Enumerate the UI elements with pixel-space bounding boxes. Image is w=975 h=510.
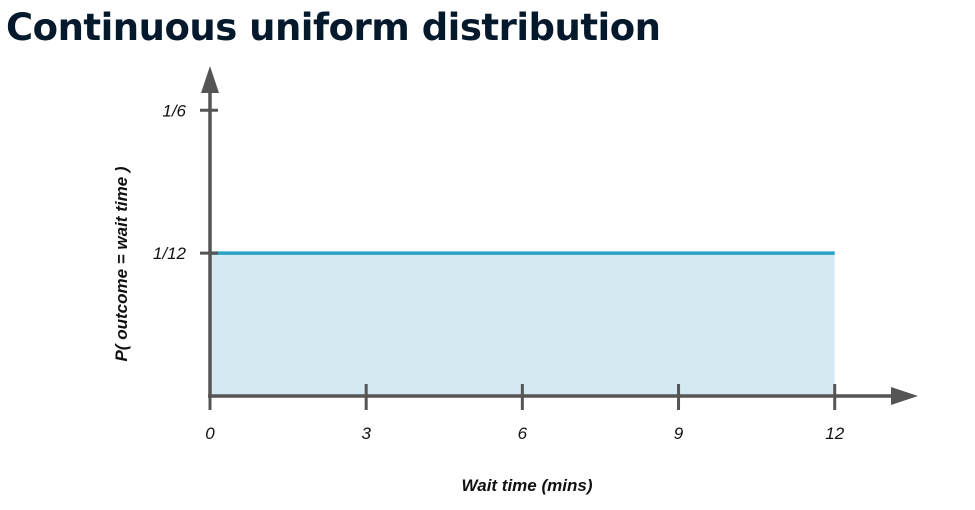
y-axis xyxy=(201,66,219,398)
x-tick-label: 6 xyxy=(518,424,528,443)
x-tick-label: 3 xyxy=(361,424,371,443)
x-axis xyxy=(208,387,918,405)
distribution-area xyxy=(210,253,835,396)
y-ticks: 1/12 1/6 xyxy=(153,101,218,263)
page-title: Continuous uniform distribution xyxy=(6,6,661,49)
y-tick-label: 1/6 xyxy=(162,101,186,120)
x-tick-label: 9 xyxy=(674,424,684,443)
x-tick-label: 0 xyxy=(205,424,215,443)
x-axis-arrowhead xyxy=(891,387,918,405)
x-tick-label: 12 xyxy=(825,424,844,443)
y-tick-label: 1/12 xyxy=(153,244,187,263)
x-axis-title: Wait time (mins) xyxy=(462,476,593,495)
y-axis-title: P( outcome = wait time ) xyxy=(112,166,131,361)
x-ticks: 0 3 6 9 12 xyxy=(205,384,845,443)
y-axis-arrowhead xyxy=(201,66,219,93)
